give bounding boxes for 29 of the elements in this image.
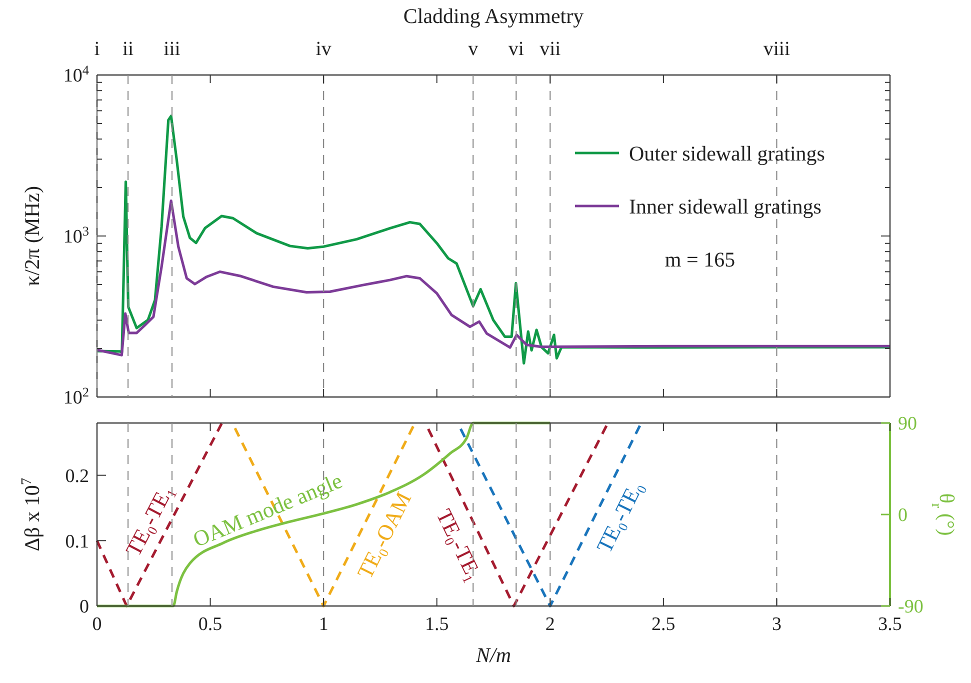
text: OAM mode angle bbox=[189, 467, 346, 552]
x-tick-label: 0.5 bbox=[198, 614, 222, 635]
annotation: m = 165 bbox=[664, 247, 736, 272]
ref-line-label: viii bbox=[763, 38, 790, 60]
y-tick-label: 10$^{3}$ bbox=[63, 223, 90, 248]
y-tick-label: 0.1 bbox=[65, 531, 89, 552]
y-tick-label: 10$^{2}$ bbox=[63, 384, 89, 409]
ref-line-label: vi bbox=[508, 38, 524, 60]
y-axis-title: κ/2π (MHz) bbox=[20, 186, 44, 286]
y-tick-label: 10$^{4}$ bbox=[63, 62, 90, 87]
ref-line-label: iv bbox=[316, 38, 332, 60]
x-tick-label: 2 bbox=[545, 614, 555, 635]
ref-line-label: i bbox=[94, 38, 100, 60]
x-tick-label: 1.5 bbox=[424, 614, 449, 635]
ref-line-label: ii bbox=[122, 38, 134, 60]
y2-tick-label: 0 bbox=[898, 505, 908, 526]
x-tick-label: 1 bbox=[318, 614, 328, 635]
legend-label: Outer sidewall gratings bbox=[629, 141, 825, 166]
y2-tick-label: 90 bbox=[898, 414, 917, 435]
x-tick-label: 2.5 bbox=[652, 614, 676, 635]
y-tick-label: 0 bbox=[80, 596, 89, 618]
y-tick-label: 0.2 bbox=[65, 466, 89, 487]
x-axis-title: N/m bbox=[474, 643, 512, 667]
ref-line-label: vii bbox=[540, 38, 562, 60]
ref-line-label: v bbox=[468, 38, 478, 60]
ref-line-label: iii bbox=[164, 38, 181, 60]
legend-label: Inner sidewall gratings bbox=[629, 194, 822, 218]
x-tick-label: 3 bbox=[772, 614, 782, 635]
chart-title: Cladding Asymmetry bbox=[403, 4, 584, 28]
